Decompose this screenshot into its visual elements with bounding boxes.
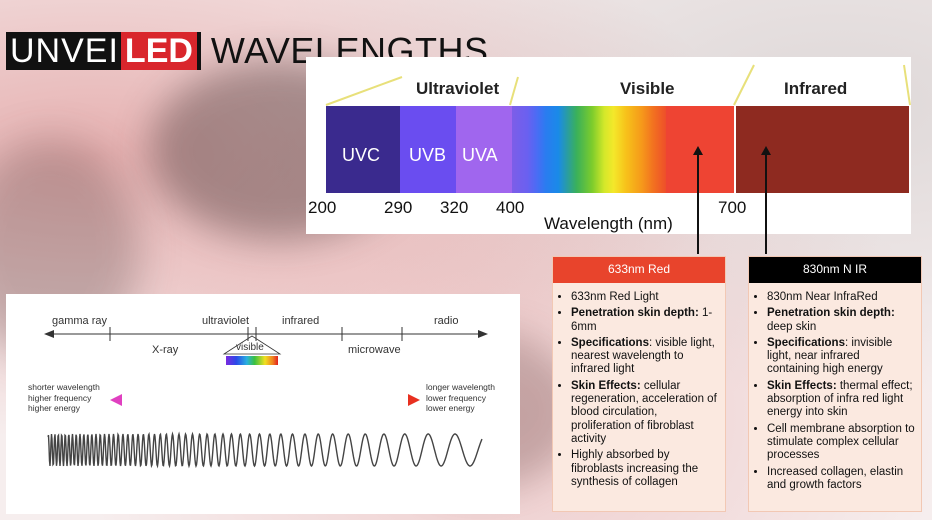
em-spectrum-diagram: gamma ray ultraviolet infrared radio X-r… <box>6 294 520 514</box>
right-description: longer wavelength lower frequency lower en… <box>426 382 495 413</box>
card-nir-item: Skin Effects: thermal effect; absorption… <box>767 380 915 420</box>
band-visible-gradient <box>512 106 666 193</box>
label-x-ray: X-ray <box>152 344 179 356</box>
header-ultraviolet: Ultraviolet <box>416 79 500 98</box>
arrow-red-head <box>693 146 703 155</box>
card-red-item: Penetration skin depth: 1-6mm <box>571 307 719 334</box>
card-nir-item: Increased collagen, elastin and growth f… <box>767 466 915 493</box>
card-nir-list: 830nm Near InfraRed Penetration skin dep… <box>749 291 921 492</box>
band-uvb <box>400 106 456 193</box>
label-gamma-ray: gamma ray <box>52 315 108 327</box>
card-red-item: Skin Effects: cellular regeneration, acc… <box>571 380 719 446</box>
header-visible: Visible <box>620 79 675 98</box>
label-visible: visible <box>236 342 264 353</box>
em-spectrum-graphics <box>44 327 488 469</box>
header-infrared: Infrared <box>784 79 848 98</box>
band-divider <box>734 106 736 193</box>
arrow-nir-head <box>761 146 771 155</box>
light-spectrum-panel: Ultraviolet Visible Infrared UVC UVB UVA… <box>306 57 911 234</box>
arrow-nir-line <box>765 154 767 254</box>
label-ultraviolet: ultraviolet <box>202 315 250 327</box>
card-nir-item: Penetration skin depth: deep skin <box>767 307 915 334</box>
tick-400: 400 <box>496 198 525 217</box>
card-red-header: 633nm Red <box>553 257 725 283</box>
tick-290: 290 <box>384 198 413 217</box>
label-radio: radio <box>434 315 459 327</box>
label-microwave: microwave <box>348 344 401 356</box>
tick-200: 200 <box>308 198 337 217</box>
left-description: shorter wavelength higher frequency higher… <box>28 382 100 413</box>
logo-text-led: LED <box>120 32 197 70</box>
label-infrared: infrared <box>282 315 320 327</box>
card-red-list: 633nm Red Light Penetration skin depth: … <box>553 291 725 489</box>
tick-320: 320 <box>440 198 469 217</box>
card-red-item: Specifications: visible light, nearest w… <box>571 337 719 377</box>
card-633nm-red: 633nm Red 633nm Red Light Penetration sk… <box>552 256 726 512</box>
card-red-item: Highly absorbed by fibroblasts increasin… <box>571 449 719 489</box>
card-nir-item: Specifications: invisible light, near in… <box>767 337 915 377</box>
wavelength-axis-label: Wavelength (nm) <box>544 214 673 233</box>
card-red-item: 633nm Red Light <box>571 291 719 304</box>
card-nir-item: 830nm Near InfraRed <box>767 291 915 304</box>
card-nir-item: Cell membrane absorption to stimulate co… <box>767 423 915 463</box>
band-uvc <box>326 106 400 193</box>
card-nir-header: 830nm N IR <box>749 257 921 283</box>
band-uva <box>456 106 512 193</box>
label-uva: UVA <box>462 145 498 165</box>
spectrum-connector-lines <box>325 64 911 106</box>
logo: UNVEI LED <box>6 32 201 70</box>
label-uvb: UVB <box>409 145 447 165</box>
card-830nm-nir: 830nm N IR 830nm Near InfraRed Penetrati… <box>748 256 922 512</box>
label-uvc: UVC <box>342 145 381 165</box>
arrow-red-line <box>697 154 699 254</box>
tick-700: 700 <box>718 198 747 217</box>
logo-text-unvei: UNVEI <box>10 31 119 70</box>
